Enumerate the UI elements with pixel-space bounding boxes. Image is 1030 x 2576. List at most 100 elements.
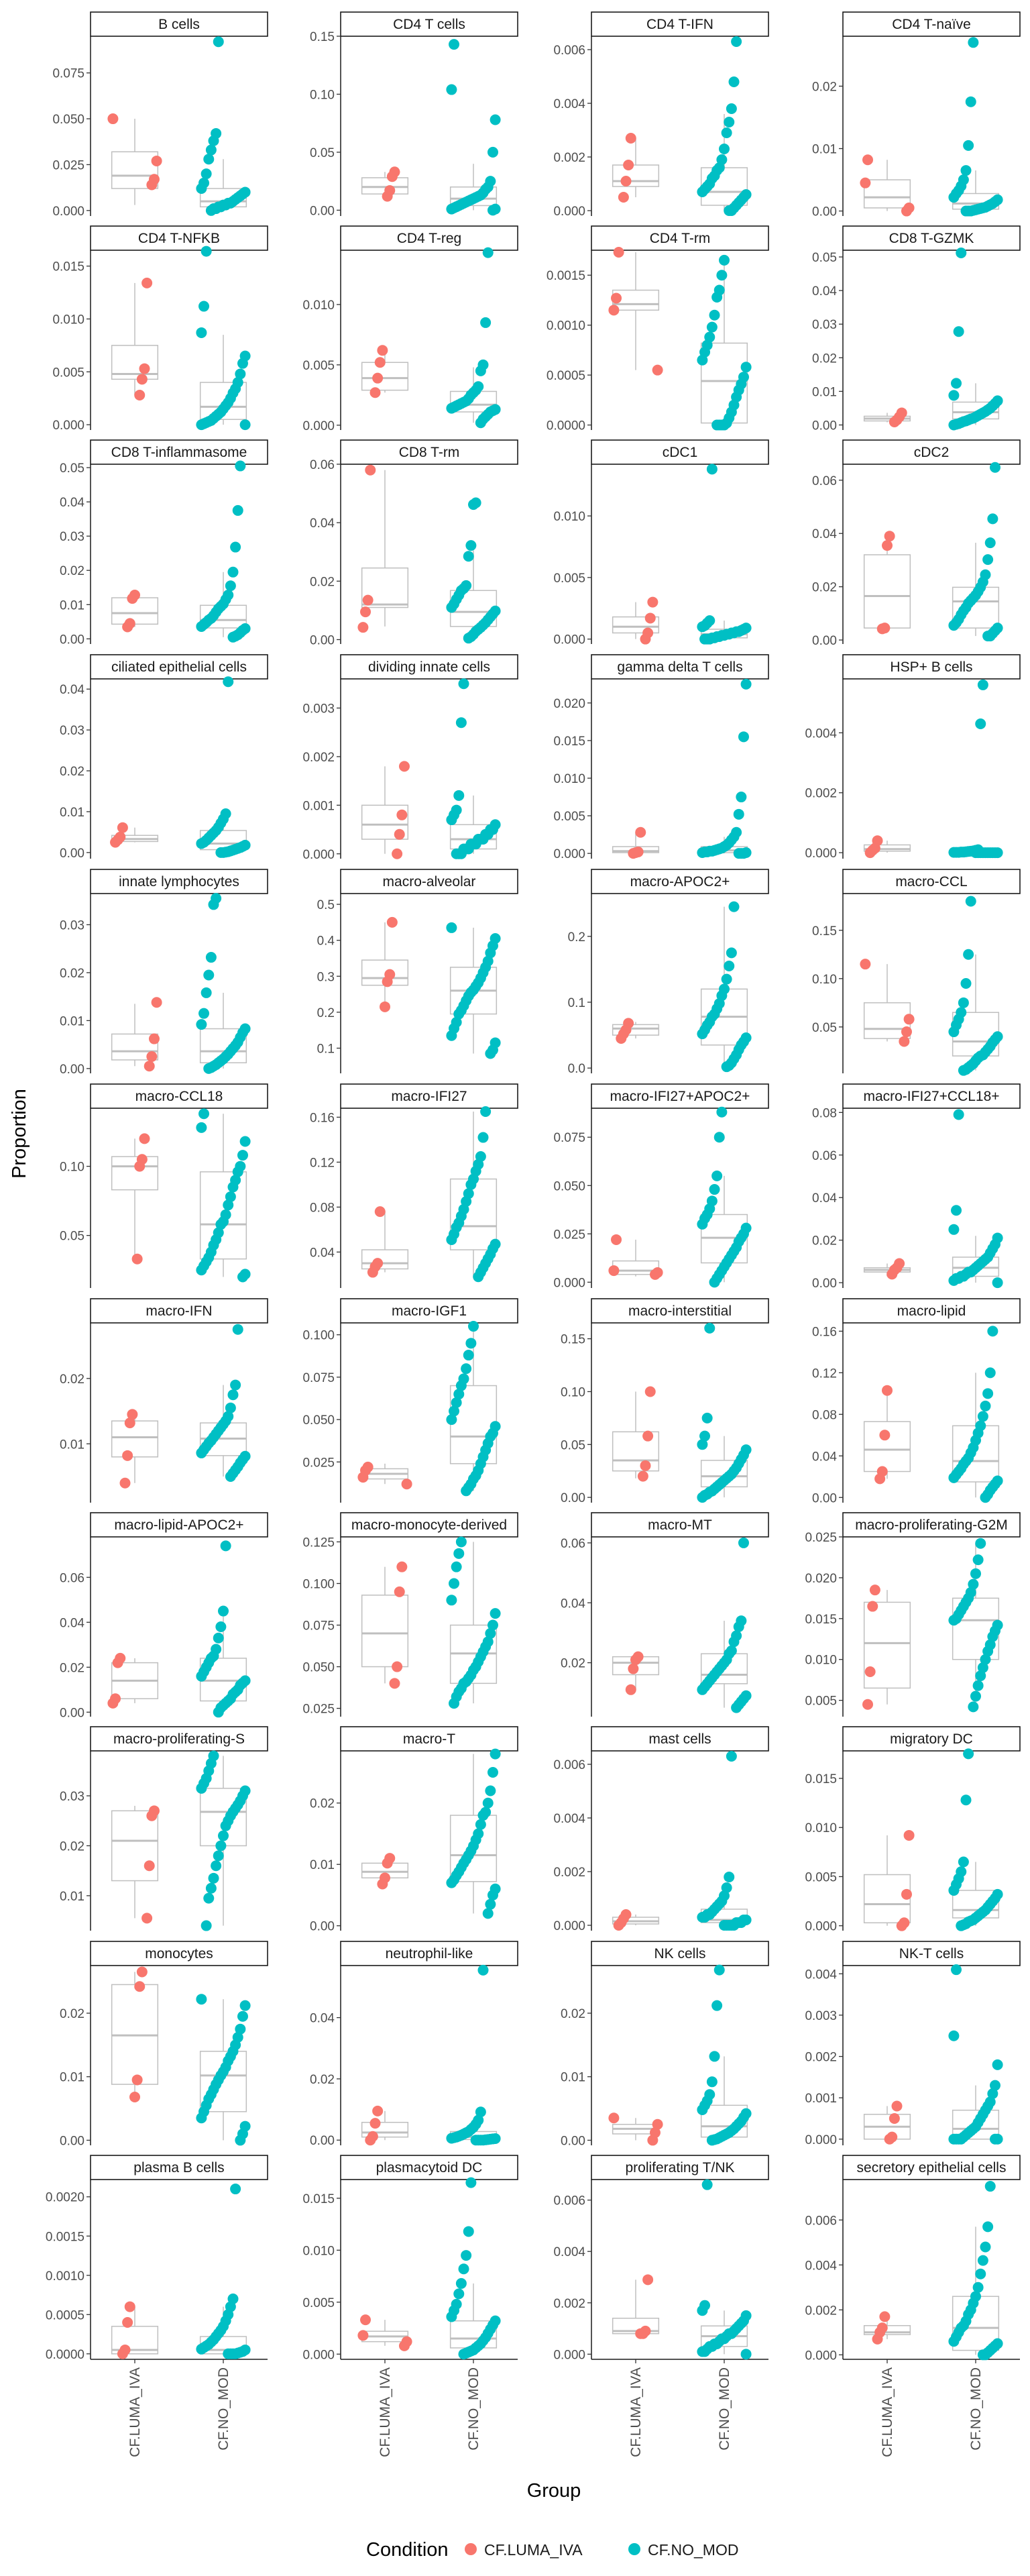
data-point: [205, 205, 217, 216]
legend-key-cf-luma-iva: [465, 2543, 477, 2555]
data-point: [237, 1150, 248, 1161]
y-tick-label: 0.015: [553, 735, 585, 749]
y-tick-label: 0.02: [60, 1373, 84, 1387]
y-tick-label: 0.004: [805, 727, 837, 741]
group-cf-no-mod: [697, 2179, 752, 2360]
data-point: [697, 186, 708, 197]
group-cf-no-mod: [948, 1109, 1003, 1289]
panel-title: macro-IFI27+CCL18+: [863, 1089, 999, 1104]
group-cf-no-mod: [948, 37, 1003, 217]
y-tick-label: 0.002: [302, 751, 335, 765]
panel-strip: [591, 1512, 769, 1538]
data-point: [616, 1032, 627, 1044]
data-point: [731, 1702, 742, 1713]
data-point: [982, 1646, 994, 1657]
y-tick-label: 0.025: [553, 1228, 585, 1242]
data-point: [611, 1234, 622, 1245]
group-cf-no-mod: [446, 39, 501, 216]
y-tick-label: 0.04: [60, 683, 84, 697]
y-tick-label: 0.0010: [46, 2269, 84, 2284]
data-point: [965, 96, 976, 107]
group-cf-no-mod: [948, 679, 1003, 859]
y-tick-label: 0.04: [60, 496, 84, 510]
y-tick-label: 0.00: [812, 1277, 837, 1291]
data-point: [227, 631, 239, 643]
data-point: [740, 2349, 752, 2360]
data-point: [731, 36, 742, 47]
y-tick-label: 0.00: [310, 633, 335, 647]
y-tick-label: 0.0010: [547, 319, 585, 333]
data-point: [972, 2282, 984, 2293]
panel-title: CD4 T-reg: [397, 231, 461, 246]
group-cf-luma-iva: [357, 2314, 412, 2351]
panel-macro-ifi27-ccl18: macro-IFI27+CCL18+ 0.00 0.02 0.04 0.06 0.08: [812, 1083, 1021, 1291]
y-tick-label: 0.03: [60, 530, 84, 544]
data-point: [874, 1473, 886, 1485]
y-tick-label: 0.005: [302, 2296, 335, 2310]
box: [111, 1033, 159, 1061]
data-point: [635, 2328, 646, 2339]
data-point: [611, 292, 622, 304]
data-point: [382, 191, 393, 202]
y-tick-label: 0.02: [60, 967, 84, 981]
x-tick-label: CF.LUMA_IVA: [378, 2367, 393, 2457]
data-point: [218, 1605, 229, 1617]
data-point: [396, 1561, 408, 1572]
data-point: [468, 499, 479, 511]
panel-nk-t-cells: NK-T cells 0.000 0.001 0.002 0.003 0.004: [805, 1941, 1021, 2147]
y-tick-label: 0.02: [812, 80, 837, 94]
y-tick-label: 0.02: [561, 1657, 585, 1671]
panel-macro-alveolar: macro-alveolar 0.1 0.2 0.3 0.4 0.5: [317, 869, 518, 1073]
y-tick-label: 0.02: [310, 1797, 335, 1811]
y-tick-label: 0.100: [302, 1329, 335, 1343]
box: [449, 1815, 498, 1882]
panel-cd8-t-inflammasome: CD8 T-inflammasome 0.00 0.01 0.02 0.03 0.04 0.…: [60, 439, 268, 647]
legend-label-cf-no-mod: CF.NO_MOD: [648, 2541, 738, 2559]
panel-cd4-t-cells: CD4 T cells 0.00 0.05 0.10 0.15: [310, 11, 518, 218]
data-point: [446, 1595, 457, 1606]
data-point: [628, 1663, 639, 1674]
panel-title: macro-monocyte-derived: [351, 1517, 507, 1533]
panel-title: HSP+ B cells: [890, 659, 972, 675]
data-point: [453, 2288, 465, 2300]
data-point: [119, 1477, 131, 1489]
y-tick-label: 0.00: [60, 2134, 84, 2148]
data-point: [968, 1701, 979, 1713]
y-tick-label: 0.10: [60, 1161, 84, 1175]
data-point: [618, 192, 629, 203]
group-cf-luma-iva: [110, 822, 159, 848]
data-point: [970, 847, 981, 859]
data-point: [901, 205, 912, 217]
y-tick-label: 0.10: [812, 973, 837, 987]
data-point: [461, 2250, 472, 2261]
y-axis-title: Proportion: [9, 1089, 30, 1179]
data-point: [721, 1882, 732, 1893]
y-tick-label: 0.01: [60, 1438, 84, 1452]
data-point: [453, 1548, 465, 1559]
data-point: [451, 848, 462, 859]
data-point: [724, 117, 735, 127]
panel-hsp-b-cells: HSP+ B cells 0.000 0.002 0.004: [805, 654, 1021, 861]
data-point: [357, 1472, 369, 1483]
data-point: [369, 2118, 381, 2129]
box: [111, 2326, 159, 2355]
y-tick-label: 0.002: [553, 151, 585, 165]
data-point: [213, 1707, 224, 1718]
data-point: [461, 1363, 472, 1375]
group-cf-luma-iva: [860, 959, 915, 1047]
data-point: [963, 1748, 974, 1760]
y-tick-label: 0.050: [302, 1661, 335, 1675]
panel-title: macro-CCL18: [135, 1089, 223, 1104]
panel-title: cDC2: [914, 445, 950, 460]
y-tick-label: 0.000: [553, 847, 585, 861]
panel-strip: [591, 439, 769, 465]
y-tick-label: 0.000: [553, 205, 585, 219]
data-point: [482, 1797, 494, 1809]
data-point: [369, 387, 381, 398]
data-point: [365, 2135, 376, 2146]
y-tick-label: 0.003: [302, 702, 335, 716]
group-cf-no-mod: [196, 893, 251, 1074]
data-point: [975, 2268, 986, 2279]
data-point: [992, 2059, 1003, 2070]
legend-key-cf-no-mod: [628, 2543, 640, 2555]
